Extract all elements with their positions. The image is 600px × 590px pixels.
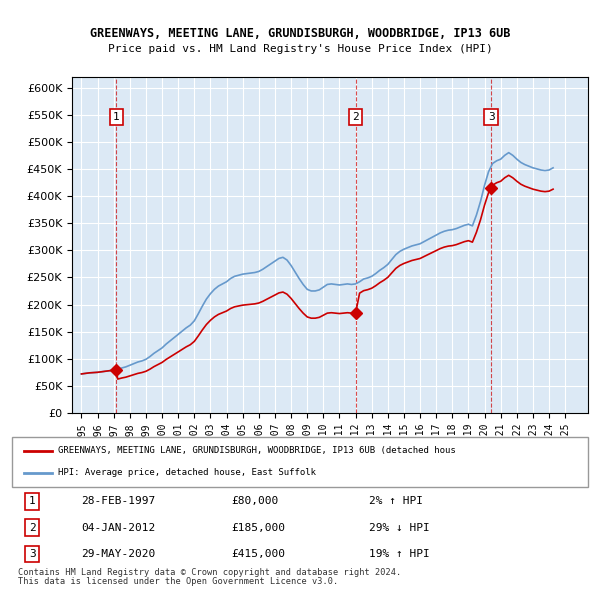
Text: 1: 1 bbox=[29, 496, 35, 506]
Text: 3: 3 bbox=[29, 549, 35, 559]
Text: This data is licensed under the Open Government Licence v3.0.: This data is licensed under the Open Gov… bbox=[18, 577, 338, 586]
Text: 2% ↑ HPI: 2% ↑ HPI bbox=[369, 496, 423, 506]
Text: Price paid vs. HM Land Registry's House Price Index (HPI): Price paid vs. HM Land Registry's House … bbox=[107, 44, 493, 54]
Text: 28-FEB-1997: 28-FEB-1997 bbox=[81, 496, 155, 506]
Text: GREENWAYS, MEETING LANE, GRUNDISBURGH, WOODBRIDGE, IP13 6UB (detached hous: GREENWAYS, MEETING LANE, GRUNDISBURGH, W… bbox=[58, 446, 456, 455]
Text: 1: 1 bbox=[113, 112, 119, 122]
Text: £80,000: £80,000 bbox=[231, 496, 278, 506]
Text: 2: 2 bbox=[29, 523, 35, 533]
Text: HPI: Average price, detached house, East Suffolk: HPI: Average price, detached house, East… bbox=[58, 468, 316, 477]
Text: 29% ↓ HPI: 29% ↓ HPI bbox=[369, 523, 430, 533]
Text: 2: 2 bbox=[352, 112, 359, 122]
Text: Contains HM Land Registry data © Crown copyright and database right 2024.: Contains HM Land Registry data © Crown c… bbox=[18, 568, 401, 576]
Text: £185,000: £185,000 bbox=[231, 523, 285, 533]
Text: 19% ↑ HPI: 19% ↑ HPI bbox=[369, 549, 430, 559]
Text: £415,000: £415,000 bbox=[231, 549, 285, 559]
Text: 3: 3 bbox=[488, 112, 494, 122]
Text: 04-JAN-2012: 04-JAN-2012 bbox=[81, 523, 155, 533]
FancyBboxPatch shape bbox=[12, 437, 588, 487]
Text: GREENWAYS, MEETING LANE, GRUNDISBURGH, WOODBRIDGE, IP13 6UB: GREENWAYS, MEETING LANE, GRUNDISBURGH, W… bbox=[90, 27, 510, 40]
Text: 29-MAY-2020: 29-MAY-2020 bbox=[81, 549, 155, 559]
